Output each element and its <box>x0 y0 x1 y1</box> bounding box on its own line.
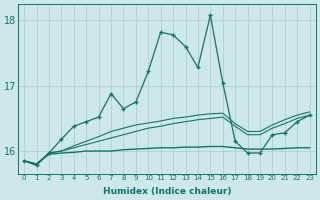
X-axis label: Humidex (Indice chaleur): Humidex (Indice chaleur) <box>103 187 231 196</box>
